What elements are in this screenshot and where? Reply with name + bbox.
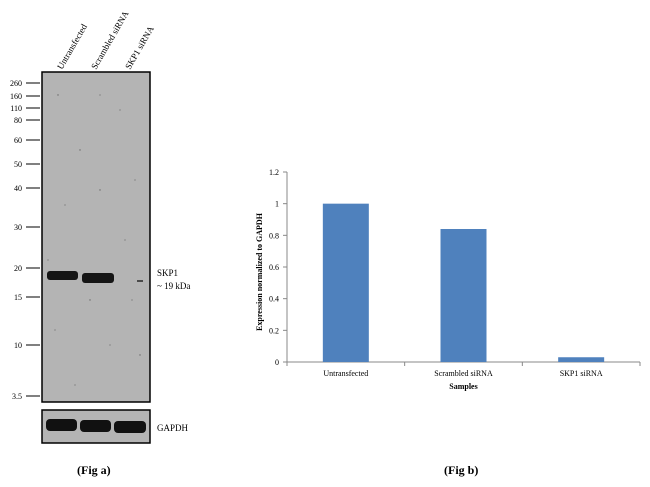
- loading-control-label: GAPDH: [157, 423, 189, 433]
- marker-label: 160: [10, 92, 22, 101]
- gapdh-band-scrambled: [80, 420, 111, 432]
- x-axis-title: Samples: [449, 382, 477, 391]
- x-tick-label: Scrambled siRNA: [434, 369, 493, 378]
- y-tick-label: 0.2: [269, 326, 279, 335]
- marker-label: 40: [14, 184, 22, 193]
- y-tick-label: 0.8: [269, 231, 279, 240]
- band-size-label: ~ 19 kDa: [157, 281, 190, 291]
- skp1-band-skp1-sirna: [137, 280, 143, 282]
- y-tick-label: 0.6: [269, 263, 279, 272]
- skp1-band-scrambled: [82, 273, 114, 283]
- gapdh-band-skp1-sirna: [114, 421, 146, 433]
- y-axis-title: Expression normalized to GAPDH: [255, 212, 264, 331]
- band-label: SKP1: [157, 268, 178, 278]
- marker-ladder: 260 160 110 80 60 50 40 30 20 15 10 3.5: [10, 79, 40, 401]
- gapdh-bands: [46, 419, 146, 433]
- marker-label: 15: [14, 293, 22, 302]
- marker-label: 50: [14, 160, 22, 169]
- skp1-bands: [47, 271, 143, 283]
- y-tick-label: 0: [275, 358, 279, 367]
- bar: [558, 357, 605, 362]
- marker-label: 80: [14, 116, 22, 125]
- gapdh-band-untransfected: [46, 419, 77, 431]
- x-tick-label: SKP1 siRNA: [560, 369, 603, 378]
- marker-label: 10: [14, 341, 22, 350]
- fig-b-caption: (Fig b): [444, 463, 479, 477]
- marker-label: 60: [14, 136, 22, 145]
- skp1-band-untransfected: [47, 271, 78, 280]
- marker-label: 20: [14, 264, 22, 273]
- marker-label: 30: [14, 223, 22, 232]
- marker-label: 260: [10, 79, 22, 88]
- marker-label: 110: [10, 104, 22, 113]
- y-tick-label: 0.4: [269, 295, 279, 304]
- marker-label: 3.5: [12, 392, 22, 401]
- y-tick-label: 1.2: [269, 168, 279, 177]
- blot-panel: [41, 71, 151, 403]
- y-tick-label: 1: [275, 200, 279, 209]
- bar: [322, 203, 369, 362]
- fig-a-caption: (Fig a): [77, 463, 111, 477]
- x-tick-label: Untransfected: [323, 369, 368, 378]
- blot-speckles: [47, 94, 141, 386]
- bar: [440, 229, 487, 362]
